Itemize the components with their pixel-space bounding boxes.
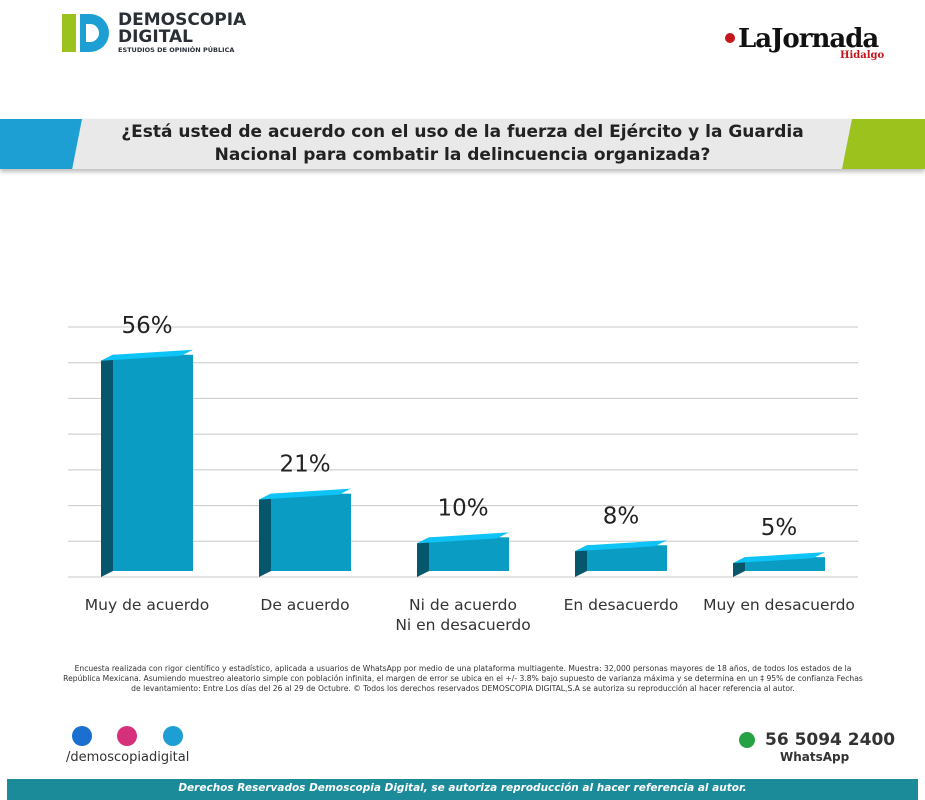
value-label: 56% xyxy=(121,313,172,339)
bar xyxy=(271,493,351,571)
x-tick-label: Muy en desacuerdo xyxy=(703,596,855,614)
value-label: 8% xyxy=(603,503,640,529)
facebook-icon[interactable] xyxy=(72,726,92,746)
partner-dot xyxy=(725,33,735,43)
x-tick-label: Muy de acuerdo xyxy=(84,596,210,614)
social-handle[interactable]: /demoscopiadigital xyxy=(66,750,190,765)
bar-top xyxy=(101,349,193,361)
phone: 56 5094 2400 xyxy=(765,730,896,750)
twitter-icon[interactable] xyxy=(163,726,183,746)
bar-top xyxy=(417,532,509,544)
whatsapp-icon[interactable] xyxy=(739,732,755,748)
bar-side xyxy=(259,493,271,577)
chart-title: ¿Está usted de acuerdo con el uso de la … xyxy=(121,122,804,165)
instagram-icon[interactable] xyxy=(117,726,137,746)
bar-top xyxy=(575,540,667,552)
bar xyxy=(113,354,193,571)
title-accent xyxy=(842,119,925,169)
title-accent xyxy=(0,119,82,169)
x-tick-label: Ni de acuerdo Ni en desacuerdo xyxy=(395,596,531,634)
footer-bar xyxy=(7,779,918,800)
value-label: 10% xyxy=(437,495,488,521)
x-tick-label: En desacuerdo xyxy=(563,596,679,614)
brand: DEMOSCOPIA DIGITAL xyxy=(118,10,247,47)
footer-text: Derechos Reservados Demoscopia Digital, … xyxy=(178,782,747,794)
brand-sub: ESTUDIOS DE OPINIÓN PÚBLICA xyxy=(118,46,235,54)
bar-top xyxy=(733,552,825,564)
bar-top xyxy=(259,488,351,500)
logo-mark xyxy=(62,14,109,52)
chart: 56% 21% 10% 8% 5% xyxy=(68,313,858,578)
channel: WhatsApp xyxy=(780,750,850,764)
methodology-note: Encuesta realizada con rigor científico … xyxy=(63,664,863,693)
x-tick-label: De acuerdo xyxy=(260,596,350,614)
title-band xyxy=(0,119,925,169)
bar xyxy=(429,537,509,571)
bar-side xyxy=(575,545,587,577)
bar-side xyxy=(101,354,113,577)
value-label: 21% xyxy=(279,452,330,478)
partner: LaJornada xyxy=(738,24,879,54)
partner-sub: Hidalgo xyxy=(840,50,885,61)
bar-side xyxy=(417,537,429,577)
value-label: 5% xyxy=(761,515,798,541)
